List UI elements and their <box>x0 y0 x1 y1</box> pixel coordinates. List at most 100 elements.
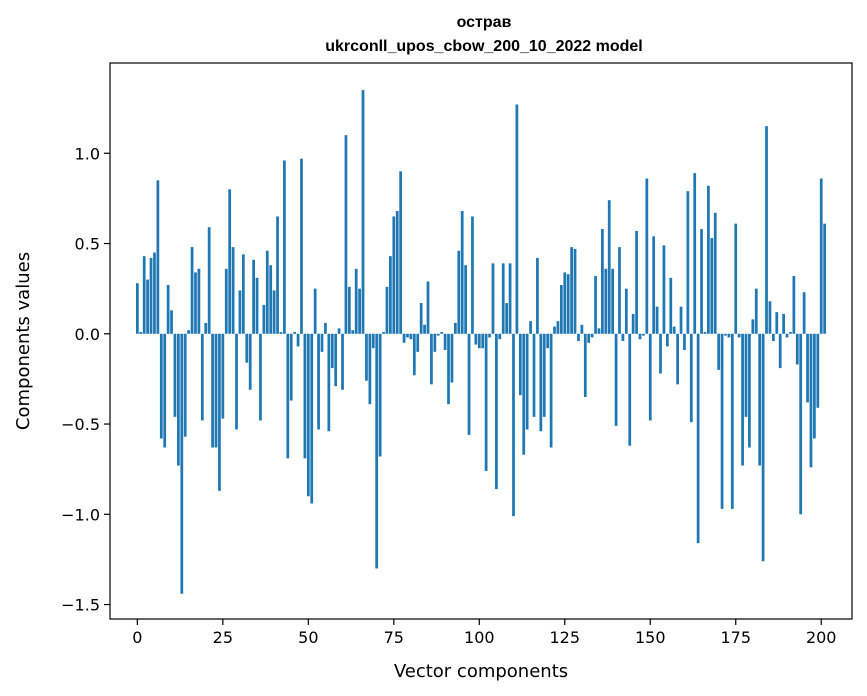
bars-group <box>135 90 827 594</box>
bar <box>252 259 255 334</box>
bar <box>655 306 659 334</box>
bar <box>573 248 577 334</box>
bar <box>358 288 361 334</box>
bar <box>621 333 625 341</box>
bar <box>696 333 700 544</box>
bar <box>532 333 536 417</box>
bar <box>484 333 488 471</box>
bar <box>334 333 338 387</box>
bar <box>607 200 611 334</box>
bar <box>341 333 344 390</box>
bar <box>611 268 615 334</box>
bar <box>624 288 628 334</box>
bar <box>146 279 149 334</box>
bar <box>187 330 191 334</box>
bar <box>720 333 724 509</box>
bar <box>241 254 245 334</box>
bar <box>823 223 827 334</box>
bar <box>730 333 734 509</box>
bar <box>672 326 676 334</box>
bar <box>700 229 703 334</box>
bar <box>645 178 649 334</box>
bar <box>525 333 529 430</box>
bar <box>153 252 156 334</box>
bar <box>460 211 464 334</box>
bar <box>430 333 433 385</box>
bar <box>795 333 799 365</box>
bar <box>211 333 214 448</box>
bar <box>741 333 744 466</box>
x-tick-label: 150 <box>635 628 666 647</box>
bar <box>754 288 758 334</box>
bar <box>618 247 621 334</box>
bar <box>197 268 201 334</box>
bar <box>501 263 505 334</box>
bar <box>194 272 197 334</box>
bar <box>177 333 180 466</box>
bar <box>669 277 673 334</box>
x-tick-label: 100 <box>464 628 495 647</box>
x-tick-label: 0 <box>132 628 142 647</box>
bar <box>559 285 563 334</box>
bar <box>813 333 816 439</box>
bar <box>255 277 259 334</box>
bar <box>142 256 146 334</box>
bar <box>173 333 177 417</box>
bar <box>679 306 683 334</box>
bar <box>221 333 225 419</box>
bar <box>218 333 221 491</box>
bar <box>231 247 235 334</box>
bar <box>286 333 290 459</box>
bar <box>245 333 249 363</box>
bar <box>553 326 556 334</box>
bar <box>317 333 320 430</box>
bar <box>399 171 403 334</box>
bar <box>744 333 748 417</box>
bar <box>758 333 762 466</box>
bar <box>594 276 597 334</box>
bar <box>799 333 803 515</box>
bar <box>135 283 139 334</box>
bar <box>686 191 690 334</box>
bar <box>522 333 526 455</box>
bar <box>474 333 478 345</box>
bar <box>601 229 604 334</box>
bar <box>508 263 512 334</box>
bar <box>792 276 796 334</box>
bar <box>330 333 334 369</box>
bar <box>638 333 642 340</box>
plot-frame <box>109 62 853 620</box>
bar <box>368 333 372 405</box>
bar <box>190 247 194 334</box>
bar <box>327 333 331 432</box>
bar <box>324 322 327 334</box>
bar <box>683 333 686 351</box>
chart-subtitle: ukrconll_upos_cbow_200_10_2022 model <box>325 38 642 55</box>
bar <box>597 328 601 334</box>
bar <box>156 180 160 334</box>
bar <box>269 265 273 334</box>
y-tick-label: −0.5 <box>61 415 100 434</box>
bar <box>375 333 379 569</box>
bar <box>450 333 454 383</box>
x-axis-ticks: 0 25 50 75 100 125 150 175 200 <box>132 619 836 647</box>
bar <box>563 272 567 334</box>
x-axis-label: Vector components <box>394 661 568 682</box>
bar <box>761 333 765 562</box>
bar <box>477 333 481 349</box>
bar <box>802 292 806 334</box>
bar <box>782 313 785 334</box>
bar <box>457 250 461 334</box>
bar <box>737 333 741 338</box>
bar <box>570 247 573 334</box>
bar <box>713 212 717 334</box>
y-tick-label: 0.0 <box>75 325 100 344</box>
bar <box>416 333 420 352</box>
y-axis-ticks: −1.5 −1.0 −0.5 0.0 0.5 1.0 <box>61 144 110 615</box>
bar <box>276 216 279 334</box>
bar <box>395 211 399 334</box>
bar <box>587 333 591 343</box>
bar <box>248 333 252 390</box>
bar <box>734 223 738 334</box>
bar <box>279 331 283 334</box>
